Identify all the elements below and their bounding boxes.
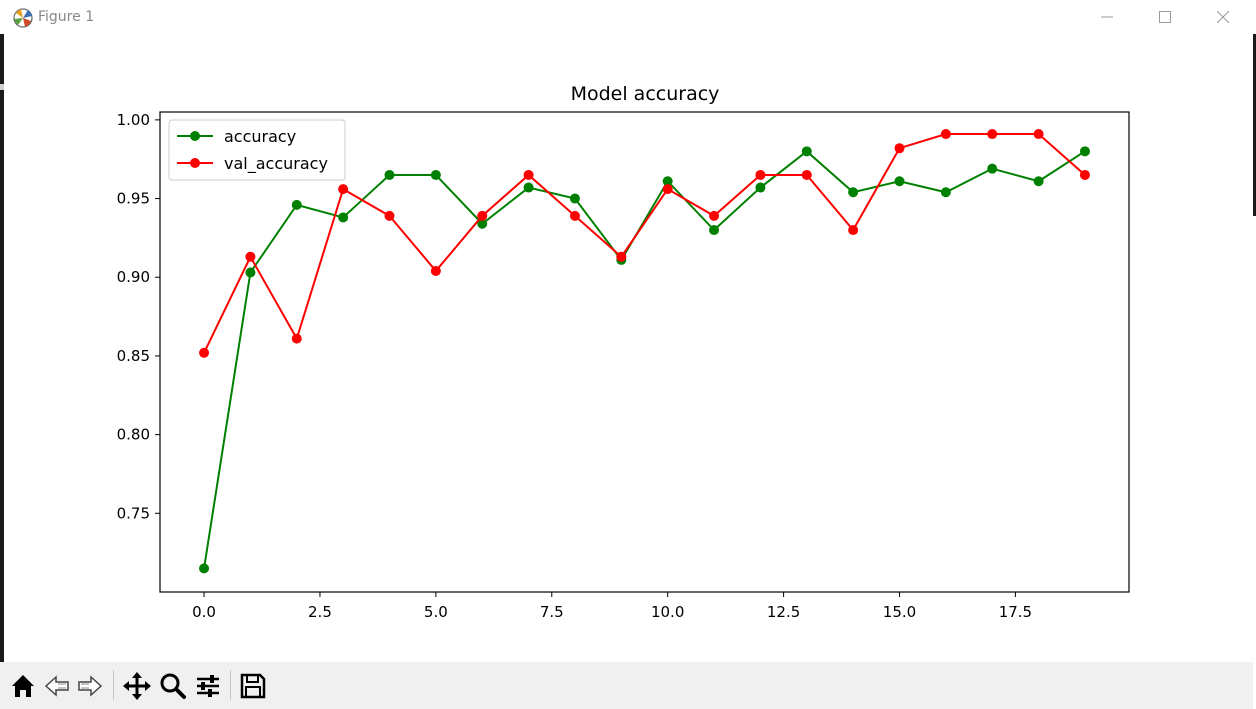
data-point-val-accuracy — [894, 143, 905, 154]
data-point-val-accuracy — [384, 210, 395, 221]
data-point-val-accuracy — [199, 347, 210, 358]
x-tick-label: 10.0 — [651, 603, 684, 621]
data-point-accuracy — [523, 182, 534, 193]
data-point-accuracy — [801, 146, 812, 157]
data-point-accuracy — [199, 563, 210, 574]
data-point-val-accuracy — [662, 184, 673, 195]
data-point-val-accuracy — [245, 251, 256, 262]
app-icon — [12, 7, 34, 29]
zoom-icon — [160, 673, 186, 699]
left-window-edge — [0, 34, 4, 662]
x-tick-label: 5.0 — [424, 603, 448, 621]
save-icon — [240, 673, 266, 699]
data-point-accuracy — [430, 169, 441, 180]
toolbar-separator — [113, 670, 114, 700]
series-line-accuracy — [203, 150, 1086, 569]
data-point-val-accuracy — [1079, 169, 1090, 180]
data-point-accuracy — [755, 182, 766, 193]
zoom-button[interactable] — [157, 670, 189, 702]
data-point-accuracy — [987, 163, 998, 174]
x-tick-label: 7.5 — [540, 603, 564, 621]
data-point-val-accuracy — [1033, 129, 1044, 140]
data-point-val-accuracy — [709, 210, 720, 221]
data-point-val-accuracy — [755, 169, 766, 180]
forward-button[interactable] — [74, 670, 106, 702]
data-point-accuracy — [662, 176, 673, 187]
data-point-val-accuracy — [987, 129, 998, 140]
pan-button[interactable] — [121, 670, 153, 702]
chart-title: Model accuracy — [571, 83, 720, 105]
y-tick-label: 0.90 — [117, 268, 150, 286]
data-point-accuracy — [1033, 176, 1044, 187]
x-tick-label: 17.5 — [999, 603, 1032, 621]
data-point-val-accuracy — [291, 333, 302, 344]
data-point-accuracy — [245, 267, 256, 278]
configure-subplots-button[interactable] — [192, 670, 224, 702]
data-point-accuracy — [709, 225, 720, 236]
y-tick-label: 0.85 — [117, 347, 150, 365]
data-point-accuracy — [894, 176, 905, 187]
x-tick-label: 12.5 — [767, 603, 800, 621]
y-tick-label: 0.95 — [117, 190, 150, 208]
x-tick-label: 2.5 — [308, 603, 332, 621]
series-line-val-accuracy — [203, 133, 1086, 354]
accuracy-chart: Model accuracy 0.0 2.5 5.0 7.5 10.0 12.5 15.0 1… — [117, 83, 1130, 621]
legend-marker-val-accuracy — [190, 158, 200, 168]
data-point-val-accuracy — [616, 251, 627, 262]
pan-icon — [123, 672, 151, 700]
data-point-accuracy — [338, 212, 349, 223]
legend-label-val-accuracy: val_accuracy — [224, 154, 328, 174]
y-tick-label: 1.00 — [117, 111, 150, 129]
maximize-button[interactable] — [1136, 0, 1194, 34]
y-tick-label: 0.75 — [117, 504, 150, 522]
data-point-val-accuracy — [848, 225, 859, 236]
data-point-accuracy — [384, 169, 395, 180]
maximize-icon — [1159, 11, 1171, 23]
data-point-val-accuracy — [801, 169, 812, 180]
close-button[interactable] — [1194, 0, 1252, 34]
save-button[interactable] — [237, 670, 269, 702]
forward-icon — [78, 675, 103, 697]
figure-canvas[interactable]: Model accuracy 0.0 2.5 5.0 7.5 10.0 12.5 15.0 1… — [4, 34, 1253, 662]
data-point-val-accuracy — [477, 210, 488, 221]
axes-frame — [159, 111, 1130, 593]
data-point-accuracy — [477, 218, 488, 229]
legend: accuracy val_accuracy — [168, 119, 346, 181]
title-bar[interactable]: Figure 1 — [0, 0, 1256, 34]
home-icon — [12, 675, 34, 697]
configure-subplots-icon — [197, 675, 219, 697]
x-tick-label: 15.0 — [883, 603, 916, 621]
data-point-val-accuracy — [569, 210, 580, 221]
data-point-accuracy — [848, 187, 859, 198]
data-point-val-accuracy — [430, 265, 441, 276]
data-point-accuracy — [940, 187, 951, 198]
data-point-val-accuracy — [523, 169, 534, 180]
minimize-icon — [1101, 16, 1113, 18]
back-button[interactable] — [41, 670, 73, 702]
data-point-val-accuracy — [338, 184, 349, 195]
legend-label-accuracy: accuracy — [224, 127, 296, 146]
back-icon — [44, 675, 69, 697]
close-icon — [1217, 11, 1229, 23]
x-tick-label: 0.0 — [192, 603, 216, 621]
toolbar-separator — [230, 670, 231, 700]
window-title: Figure 1 — [38, 9, 95, 25]
legend-marker-accuracy — [190, 131, 200, 141]
data-point-accuracy — [1079, 146, 1090, 157]
minimize-button[interactable] — [1078, 0, 1136, 34]
data-point-accuracy — [569, 193, 580, 204]
data-point-accuracy — [291, 199, 302, 210]
data-point-val-accuracy — [940, 129, 951, 140]
navigation-toolbar — [0, 662, 1253, 709]
right-window-edge — [1253, 0, 1256, 709]
y-tick-label: 0.80 — [117, 426, 150, 444]
home-button[interactable] — [7, 670, 39, 702]
